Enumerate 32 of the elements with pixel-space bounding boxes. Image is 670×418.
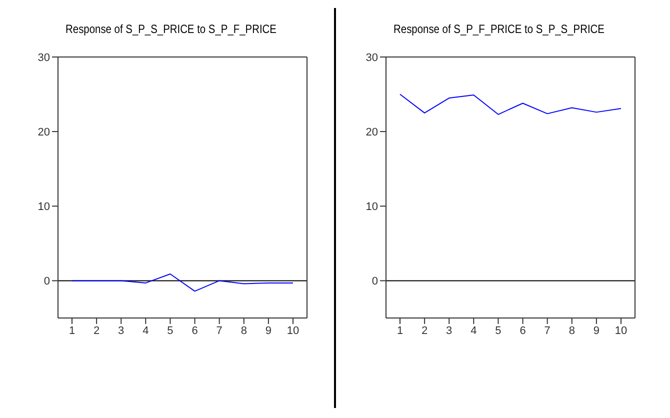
x-tick-label: 6 [520,324,526,337]
y-tick-label: 0 [44,276,50,288]
x-tick-label: 8 [568,324,575,337]
x-tick-label: 2 [421,324,428,337]
x-tick-label: 4 [142,324,149,337]
x-tick-label: 1 [68,324,76,337]
x-tick-label: 10 [286,324,300,337]
x-tick-label: 6 [192,324,198,337]
y-tick-label: 10 [38,201,50,214]
x-tick-label: 4 [470,324,477,337]
x-tick-label: 7 [216,324,222,337]
x-tick-label: 3 [446,324,452,337]
x-tick-label: 7 [544,324,550,337]
x-tick-label: 1 [396,324,404,337]
x-tick-label: 2 [93,324,100,337]
chart-title: Response of S_P_F_PRICE to S_P_S_PRICE [392,22,606,36]
x-tick-label: 9 [265,324,272,337]
y-tick-label: 0 [372,276,378,288]
x-tick-label: 8 [240,324,247,337]
line-series [400,94,622,115]
x-tick-label: 3 [118,324,124,337]
x-tick-label: 10 [614,324,628,337]
y-tick-label: 20 [38,126,50,138]
x-tick-label: 5 [167,324,174,337]
x-tick-label: 5 [495,324,502,337]
y-tick-label: 20 [366,126,378,138]
line-series [72,274,294,292]
y-tick-label: 10 [366,201,378,214]
x-tick-label: 9 [593,324,600,337]
chart-title: Response of S_P_S_PRICE to S_P_F_PRICE [64,22,278,36]
y-tick-label: 30 [38,52,50,64]
y-tick-label: 30 [366,52,378,64]
